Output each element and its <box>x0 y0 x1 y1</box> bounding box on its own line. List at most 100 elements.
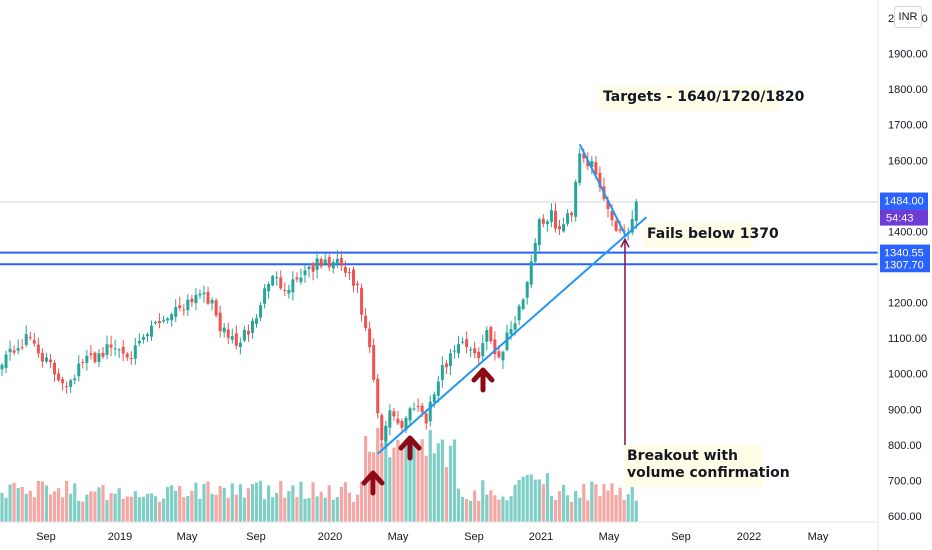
candle-body <box>428 401 432 422</box>
volume-bar <box>412 440 416 522</box>
candle-body <box>20 347 24 349</box>
volume-bar <box>52 491 57 522</box>
volume-bar <box>513 484 517 522</box>
y-tick-label: 600.00 <box>888 511 922 523</box>
volume-bar <box>368 451 372 522</box>
candle-body <box>327 257 331 268</box>
volume-bar <box>0 492 4 522</box>
x-tick-label: Sep <box>246 531 266 543</box>
volume-bar <box>319 491 323 522</box>
candle-body <box>356 283 360 286</box>
volume-bar <box>283 497 287 522</box>
support-arrow-2 <box>398 435 422 461</box>
candle-body <box>549 210 553 222</box>
candle-body <box>517 305 521 321</box>
note-text-line: Targets - 1640/1720/1820 <box>603 89 805 105</box>
candle-body <box>0 364 4 370</box>
volume-bar <box>145 493 150 522</box>
volume-bar <box>226 497 230 522</box>
candle-body <box>343 266 347 273</box>
volume-bar <box>460 496 465 522</box>
candle-body <box>97 353 101 362</box>
y-tick-label: 900.00 <box>888 404 922 416</box>
volume-bar <box>570 501 574 522</box>
volume-bar <box>254 482 259 522</box>
volume-bar <box>65 480 69 522</box>
volume-bar <box>141 496 145 522</box>
volume-bar <box>133 491 137 522</box>
candle-body <box>384 425 388 442</box>
volume-bar <box>566 495 570 522</box>
volume-bar <box>400 449 404 522</box>
candle-body <box>226 329 230 338</box>
candle-body <box>299 277 303 283</box>
volume-bar <box>509 496 513 522</box>
volume-bar <box>28 490 32 522</box>
volume-bar <box>473 490 477 522</box>
volume-bar <box>477 500 481 522</box>
candle-body <box>570 212 574 216</box>
candle-body <box>481 343 485 357</box>
volume-bar <box>101 484 105 522</box>
candle-body <box>117 349 121 351</box>
candle-body <box>380 415 384 441</box>
candle-body <box>315 258 319 270</box>
volume-bar <box>166 486 170 522</box>
volume-bar <box>323 497 327 522</box>
candle-body <box>93 352 97 363</box>
volume-bar <box>602 484 606 522</box>
volume-bar <box>271 497 275 522</box>
support-arrow-1 <box>361 470 385 496</box>
volume-bar <box>61 497 65 522</box>
x-tick-label: Sep <box>671 531 691 543</box>
candle-body <box>513 323 517 330</box>
candle-body <box>432 394 436 403</box>
level-price-text: 1307.70 <box>884 259 924 271</box>
candle-body <box>61 379 65 384</box>
volume-bar <box>521 476 525 522</box>
candle-body <box>537 219 541 246</box>
currency-button[interactable]: INR <box>894 6 922 28</box>
volume-bar <box>622 499 626 522</box>
volume-bar <box>630 480 634 522</box>
x-tick-label: 2020 <box>318 531 342 543</box>
current-price-tag <box>880 192 928 210</box>
candle-body <box>610 210 614 221</box>
candle-body <box>287 289 291 294</box>
volume-bar <box>327 485 331 522</box>
volume-bar <box>481 480 485 522</box>
volume-bar <box>287 491 291 522</box>
candle-body <box>174 307 178 317</box>
candle-body <box>578 153 582 183</box>
volume-bar <box>311 482 315 522</box>
y-tick-label: 1100.00 <box>888 333 927 345</box>
candle-body <box>154 322 158 324</box>
volume-bar <box>129 496 133 522</box>
candle-body <box>69 380 73 387</box>
volume-bar <box>408 441 412 522</box>
candle-body <box>582 153 586 159</box>
volume-bar <box>440 439 444 522</box>
candle-body <box>170 314 174 321</box>
volume-bar <box>56 488 61 522</box>
candle-body <box>485 330 489 342</box>
volume-bar <box>267 485 271 522</box>
candle-body <box>553 210 557 229</box>
x-tick-label: Sep <box>36 531 56 543</box>
candle-body <box>586 160 590 167</box>
volume-bar <box>489 490 493 522</box>
volume-bar <box>634 500 638 522</box>
volume-bar <box>77 500 81 522</box>
candle-body <box>89 353 93 356</box>
candle-body <box>206 291 210 304</box>
candle-body <box>210 299 214 304</box>
volume-bar <box>170 485 174 522</box>
volume-bar <box>384 426 388 522</box>
volume-bar <box>85 494 89 522</box>
volume-bar <box>432 453 436 522</box>
candle-body <box>376 378 380 414</box>
volume-bar <box>347 492 352 522</box>
